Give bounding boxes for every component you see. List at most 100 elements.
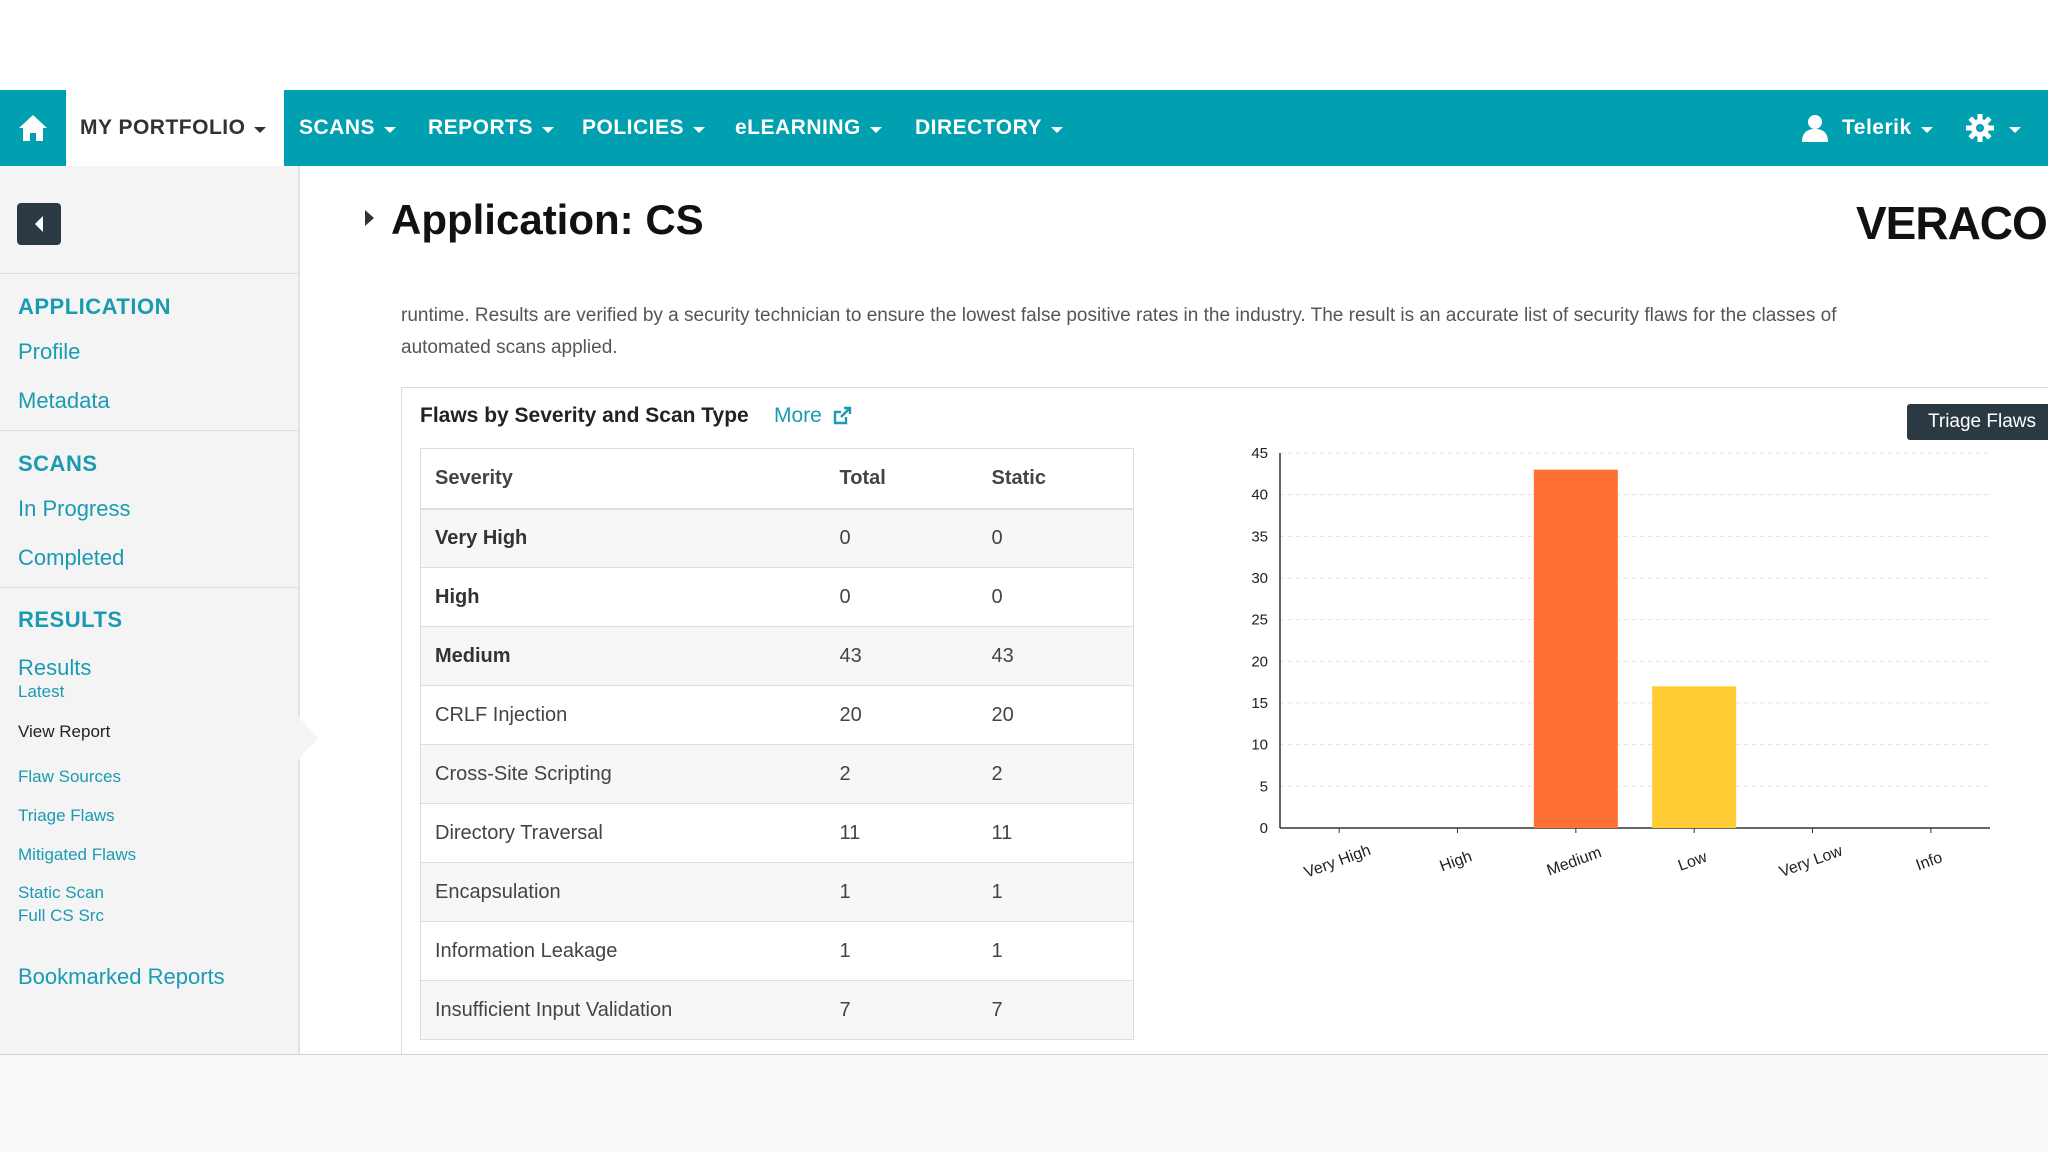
veracode-logo: VERACODE (1856, 196, 2048, 250)
y-tick-label: 25 (1251, 612, 1268, 629)
table-row[interactable]: Information Leakage 1 1 (420, 921, 1134, 981)
table-cell-total: 11 (825, 803, 978, 863)
sidebar-item-triage-flaws[interactable]: Triage Flaws (18, 806, 115, 825)
x-tick-label: Medium (1545, 844, 1604, 879)
chevron-down-icon (693, 126, 706, 133)
table-cell-name: Insufficient Input Validation (420, 980, 826, 1040)
triage-flaws-button[interactable]: Triage Flaws (1907, 404, 2048, 440)
table-cell-total: 0 (825, 508, 978, 568)
flaws-panel: Flaws by Severity and Scan Type More Tri… (401, 387, 2048, 1067)
column-header-static[interactable]: Static (977, 448, 1134, 510)
nav-elearning[interactable]: eLEARNING (735, 90, 882, 166)
sidebar-item-results-latest[interactable]: Latest (18, 682, 65, 701)
page-footer-band (0, 1054, 2048, 1152)
table-cell-name: High (420, 567, 826, 627)
description-line-2: automated scans applied. (401, 337, 618, 358)
table-row[interactable]: CRLF Injection 20 20 (420, 685, 1134, 745)
external-link-icon (833, 406, 852, 425)
x-tick-label: Low (1676, 849, 1710, 875)
table-row[interactable]: Medium 43 43 (420, 626, 1134, 686)
table-row[interactable]: Directory Traversal 11 11 (420, 803, 1134, 863)
chevron-down-icon (1920, 126, 1933, 133)
table-row[interactable]: Very High 0 0 (420, 508, 1134, 568)
sidebar-divider (0, 587, 298, 588)
more-link[interactable]: More (774, 404, 852, 428)
nav-scans[interactable]: SCANS (299, 90, 397, 166)
x-tick-label: Very Low (1777, 842, 1845, 881)
y-tick-label: 40 (1251, 487, 1268, 504)
home-button[interactable] (0, 90, 66, 166)
nav-scans-label: SCANS (299, 116, 376, 139)
table-cell-static: 7 (977, 980, 1134, 1040)
nav-directory-label: DIRECTORY (915, 116, 1043, 139)
table-cell-total: 1 (825, 862, 978, 922)
nav-policies[interactable]: POLICIES (582, 90, 706, 166)
severity-bar-chart: 0 5 10 15 20 25 30 35 40 45 Very High High Medium Low… (1251, 445, 1990, 882)
chevron-down-icon (2009, 126, 2021, 133)
sidebar-item-static-scan-sub[interactable]: Full CS Src (18, 906, 104, 925)
table-cell-total: 1 (825, 921, 978, 981)
table-row[interactable]: Encapsulation 1 1 (420, 862, 1134, 922)
sidebar-item-bookmarked-reports[interactable]: Bookmarked Reports (18, 964, 225, 989)
table-cell-name: Information Leakage (420, 921, 826, 981)
chevron-down-icon (869, 126, 882, 133)
sidebar-divider (0, 273, 298, 274)
nav-policies-label: POLICIES (582, 116, 685, 139)
y-tick-label: 20 (1251, 653, 1268, 670)
sidebar-heading-application: APPLICATION (18, 294, 171, 319)
sidebar-item-profile[interactable]: Profile (18, 339, 81, 364)
sidebar-heading-scans: SCANS (18, 451, 98, 476)
y-tick-label: 35 (1251, 528, 1268, 545)
more-link-label: More (774, 404, 822, 427)
y-tick-label: 0 (1260, 820, 1268, 837)
chevron-left-icon (35, 216, 43, 232)
user-icon (1802, 115, 1828, 142)
nav-elearning-label: eLEARNING (735, 116, 861, 139)
expand-triangle-icon[interactable] (365, 210, 374, 226)
table-cell-total: 2 (825, 744, 978, 804)
sidebar-item-results[interactable]: Results (18, 655, 92, 680)
table-cell-static: 1 (977, 921, 1134, 981)
table-cell-total: 20 (825, 685, 978, 745)
sidebar-item-view-report[interactable]: View Report (18, 722, 111, 741)
table-cell-static: 0 (977, 567, 1134, 627)
table-row[interactable]: Insufficient Input Validation 7 7 (420, 980, 1134, 1040)
table-cell-total: 43 (825, 626, 978, 686)
nav-my-portfolio[interactable]: MY PORTFOLIO (66, 90, 285, 166)
bar-low (1652, 686, 1737, 828)
table-row[interactable]: High 0 0 (420, 567, 1134, 627)
table-cell-static: 43 (977, 626, 1134, 686)
y-tick-label: 10 (1251, 737, 1268, 754)
chevron-down-icon (254, 126, 267, 133)
table-cell-static: 11 (977, 803, 1134, 863)
y-tick-label: 15 (1251, 695, 1268, 712)
column-header-severity[interactable]: Severity (420, 448, 826, 510)
flaws-table: Severity Total Static Very High 0 0 High 0 0 M… (420, 448, 1134, 1040)
top-nav: MY PORTFOLIO SCANS REPORTS POLICIES eLEA… (0, 90, 2048, 166)
page-title: Application: CS (391, 196, 704, 243)
gear-icon (1966, 114, 1994, 142)
sidebar-item-metadata[interactable]: Metadata (18, 388, 110, 413)
table-row[interactable]: Cross-Site Scripting 2 2 (420, 744, 1134, 804)
settings-menu[interactable] (1965, 90, 2021, 166)
sidebar-item-in-progress[interactable]: In Progress (18, 496, 131, 521)
nav-reports[interactable]: REPORTS (428, 90, 555, 166)
table-cell-total: 7 (825, 980, 978, 1040)
collapse-sidebar-button[interactable] (17, 203, 61, 245)
sidebar-item-flaw-sources[interactable]: Flaw Sources (18, 767, 121, 786)
bar-medium (1533, 469, 1618, 828)
y-tick-label: 45 (1251, 445, 1268, 462)
table-body: Very High 0 0 High 0 0 Medium 43 43 CRLF Injectio… (420, 508, 1134, 1040)
nav-reports-label: REPORTS (428, 116, 534, 139)
column-header-total[interactable]: Total (825, 448, 978, 510)
sidebar-item-completed[interactable]: Completed (18, 545, 125, 570)
table-cell-name: CRLF Injection (420, 685, 826, 745)
chevron-down-icon (1051, 126, 1064, 133)
nav-directory[interactable]: DIRECTORY (915, 90, 1064, 166)
user-menu[interactable]: Telerik (1800, 90, 1933, 166)
sidebar-item-static-scan[interactable]: Static Scan (18, 883, 104, 902)
table-cell-name: Encapsulation (420, 862, 826, 922)
sidebar-item-mitigated-flaws[interactable]: Mitigated Flaws (18, 845, 137, 864)
table-cell-static: 20 (977, 685, 1134, 745)
